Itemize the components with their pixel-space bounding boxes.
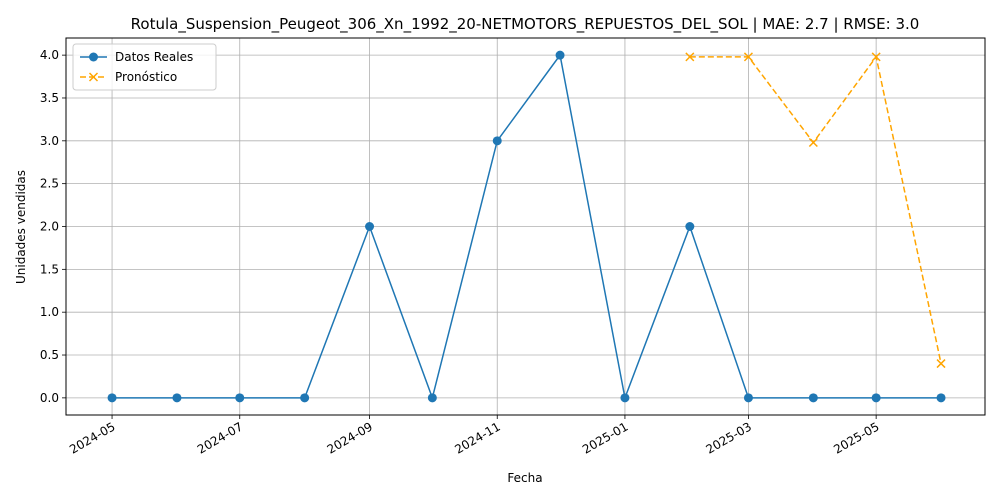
y-axis: 0.0 0.5 1.0 1.5 2.0 2.5 3.0 3.5 4.0	[40, 48, 66, 405]
y-tick-label: 3.5	[40, 91, 59, 105]
legend-marker	[88, 72, 99, 82]
x-tick-label: 2024-11	[452, 419, 502, 456]
y-tick-label: 1.5	[40, 262, 59, 276]
data-point	[365, 222, 375, 231]
grid-lines	[66, 38, 985, 415]
x-axis: 2024-05 2024-07 2024-09 2024-11 2025-01 2025-…	[67, 415, 882, 457]
series-0	[107, 50, 946, 403]
data-point	[808, 138, 818, 148]
y-tick-label: 3.0	[40, 134, 59, 148]
series-line	[112, 53, 942, 401]
x-tick-label: 2024-07	[195, 419, 245, 456]
data-point	[936, 359, 946, 369]
series-line	[689, 55, 942, 364]
data-point	[492, 136, 502, 146]
x-tick-label: 2025-03	[704, 419, 754, 456]
legend-box	[72, 43, 217, 91]
x-tick-label: 2024-09	[325, 419, 375, 456]
chart-title: Rotula_Suspension_Peugeot_306_Xn_1992_20…	[131, 15, 920, 34]
y-tick-label: 2.0	[40, 220, 59, 234]
data-point	[936, 393, 946, 403]
data-point	[685, 52, 695, 62]
data-point	[620, 393, 630, 403]
y-tick-label: 2.5	[40, 177, 59, 191]
data-point	[808, 393, 818, 403]
x-axis-label: Fecha	[507, 471, 542, 485]
x-tick-label: 2024-05	[67, 419, 117, 456]
data-point	[555, 50, 565, 60]
y-axis-label: Unidades vendidas	[14, 170, 28, 284]
y-tick-label: 0.0	[40, 391, 59, 405]
data-point	[871, 393, 881, 403]
x-tick-label: 2025-05	[831, 419, 881, 456]
y-tick-label: 1.0	[40, 305, 59, 319]
data-point	[871, 52, 881, 62]
y-tick-label: 0.5	[40, 348, 59, 362]
legend-marker	[89, 52, 98, 62]
x-tick-label: 2025-01	[580, 419, 630, 456]
y-tick-label: 4.0	[40, 48, 59, 62]
series-layer	[107, 50, 946, 403]
data-point	[427, 393, 437, 403]
data-point	[172, 393, 182, 403]
data-point	[743, 52, 753, 62]
legend-entry: Pronóstico	[115, 70, 177, 84]
legend: Datos Reales Pronóstico	[72, 43, 217, 91]
data-point	[743, 393, 753, 403]
data-point	[685, 222, 695, 231]
data-point	[235, 393, 245, 403]
series-1	[685, 52, 946, 369]
data-point	[300, 393, 310, 403]
legend-entry: Datos Reales	[115, 50, 193, 64]
data-point	[107, 393, 117, 403]
